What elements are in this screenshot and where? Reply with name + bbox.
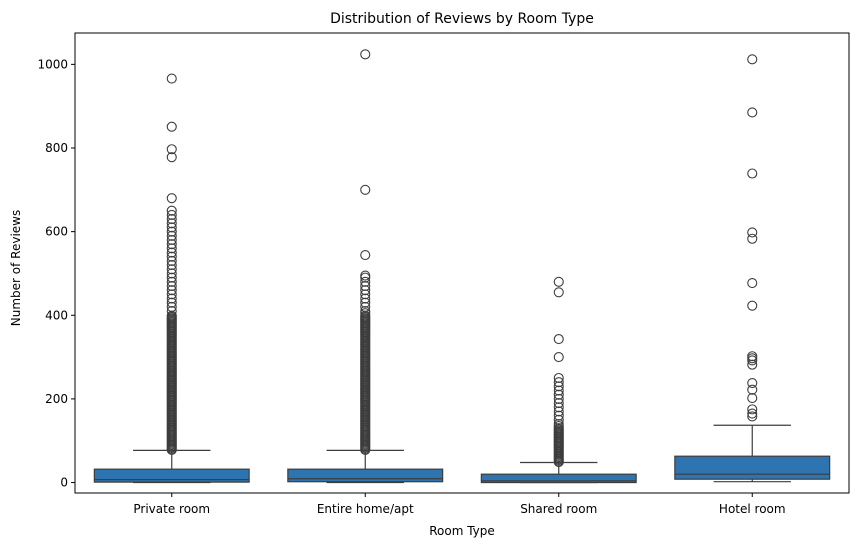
outlier-point-shared-room: [553, 402, 564, 413]
outlier-point-entire-home-apt: [360, 289, 371, 300]
box-hotel-room: [674, 455, 831, 480]
outlier-point-private-room: [166, 289, 177, 300]
outlier-point-entire-home-apt: [360, 276, 371, 287]
outlier-point-shared-room: [553, 418, 564, 430]
outlier-point-shared-room: [553, 334, 564, 345]
outlier-point-hotel-room: [747, 107, 758, 118]
outlier-point-hotel-room: [747, 393, 758, 404]
outlier-point-private-room: [166, 268, 177, 279]
box-private-room: [93, 468, 250, 483]
outlier-point-private-room: [166, 226, 177, 237]
plot-frame: [74, 32, 850, 494]
outlier-point-hotel-room: [747, 233, 758, 244]
y-tick-label: 400: [45, 308, 68, 322]
outlier-point-shared-room: [553, 410, 564, 421]
outlier-point-private-room: [166, 121, 177, 132]
outlier-point-shared-room: [553, 393, 564, 404]
outlier-point-hotel-room: [747, 411, 758, 422]
x-tick-label: Shared room: [520, 502, 597, 516]
outlier-point-private-room: [166, 193, 177, 204]
outlier-point-private-room: [166, 205, 177, 216]
chart-title: Distribution of Reviews by Room Type: [330, 11, 594, 27]
outlier-point-private-room: [166, 306, 177, 317]
outlier-point-shared-room: [553, 385, 564, 396]
outlier-point-entire-home-apt: [360, 184, 371, 195]
outlier-point-hotel-room: [747, 384, 758, 395]
outlier-point-private-room: [166, 243, 177, 254]
outlier-point-hotel-room: [747, 404, 758, 415]
outlier-point-hotel-room: [747, 359, 758, 370]
outlier-point-private-room: [166, 144, 177, 155]
outlier-point-shared-room: [553, 276, 564, 287]
outlier-point-private-room: [166, 222, 177, 233]
outlier-point-private-room: [166, 251, 177, 262]
outlier-point-hotel-room: [747, 300, 758, 311]
outlier-point-private-room: [166, 280, 177, 292]
box-entire-home-apt: [287, 468, 444, 483]
outlier-point-private-room: [166, 234, 177, 246]
outlier-point-entire-home-apt: [360, 49, 371, 60]
y-tick-label: 800: [45, 141, 68, 155]
y-axis-label: Number of Reviews: [9, 210, 23, 326]
outlier-point-entire-home-apt: [360, 250, 371, 261]
outlier-point-entire-home-apt: [360, 293, 371, 304]
outlier-point-private-room: [166, 301, 177, 312]
box-shared-room: [480, 473, 637, 484]
outlier-point-entire-home-apt: [360, 306, 371, 317]
outlier-point-shared-room: [553, 389, 564, 400]
y-tick-label: 0: [60, 476, 68, 490]
outlier-point-entire-home-apt: [360, 301, 371, 312]
x-tick-label: Hotel room: [719, 502, 786, 516]
outlier-point-private-room: [166, 247, 177, 258]
outlier-point-hotel-room: [747, 353, 758, 364]
outlier-point-private-room: [166, 285, 177, 296]
outlier-point-shared-room: [553, 372, 564, 384]
outlier-point-private-room: [166, 239, 177, 250]
outlier-point-private-room: [166, 264, 177, 275]
outlier-point-hotel-room: [747, 168, 758, 179]
outlier-point-private-room: [166, 293, 177, 304]
outlier-point-private-room: [166, 73, 177, 84]
outlier-point-hotel-room: [747, 377, 758, 389]
y-tick-label: 600: [45, 225, 68, 239]
x-tick-label: Entire home/apt: [317, 502, 414, 516]
outlier-point-shared-room: [553, 287, 564, 298]
outlier-point-entire-home-apt: [360, 285, 371, 296]
outlier-point-private-room: [166, 218, 177, 229]
outlier-point-private-room: [166, 152, 177, 163]
x-tick-label: Private room: [133, 502, 210, 516]
outlier-point-shared-room: [553, 352, 564, 363]
outlier-point-shared-room: [553, 406, 564, 417]
y-tick-label: 200: [45, 392, 68, 406]
outlier-point-hotel-room: [747, 351, 758, 362]
outlier-point-hotel-room: [747, 278, 758, 289]
outlier-point-private-room: [166, 230, 177, 241]
y-tick-label: 1000: [37, 57, 68, 71]
outlier-point-entire-home-apt: [360, 297, 371, 308]
outlier-point-private-room: [166, 272, 177, 283]
outlier-point-hotel-room: [747, 54, 758, 65]
outlier-point-shared-room: [553, 398, 564, 409]
outlier-point-shared-room: [553, 414, 564, 425]
outlier-point-shared-room: [553, 381, 564, 392]
outlier-point-private-room: [166, 255, 177, 266]
plot-area: 0 200 400 600 800 1000 Private room Entire home…: [37, 32, 850, 516]
outlier-point-private-room: [166, 276, 177, 287]
outlier-point-hotel-room: [747, 227, 758, 238]
outlier-point-entire-home-apt: [360, 270, 371, 281]
outlier-point-hotel-room: [747, 408, 758, 419]
outlier-point-private-room: [166, 297, 177, 308]
outlier-point-entire-home-apt: [360, 280, 371, 292]
outlier-point-shared-room: [553, 377, 564, 388]
x-axis-label: Room Type: [429, 524, 495, 538]
outlier-point-private-room: [166, 214, 177, 225]
outlier-point-private-room: [166, 209, 177, 220]
outlier-point-private-room: [166, 260, 177, 271]
